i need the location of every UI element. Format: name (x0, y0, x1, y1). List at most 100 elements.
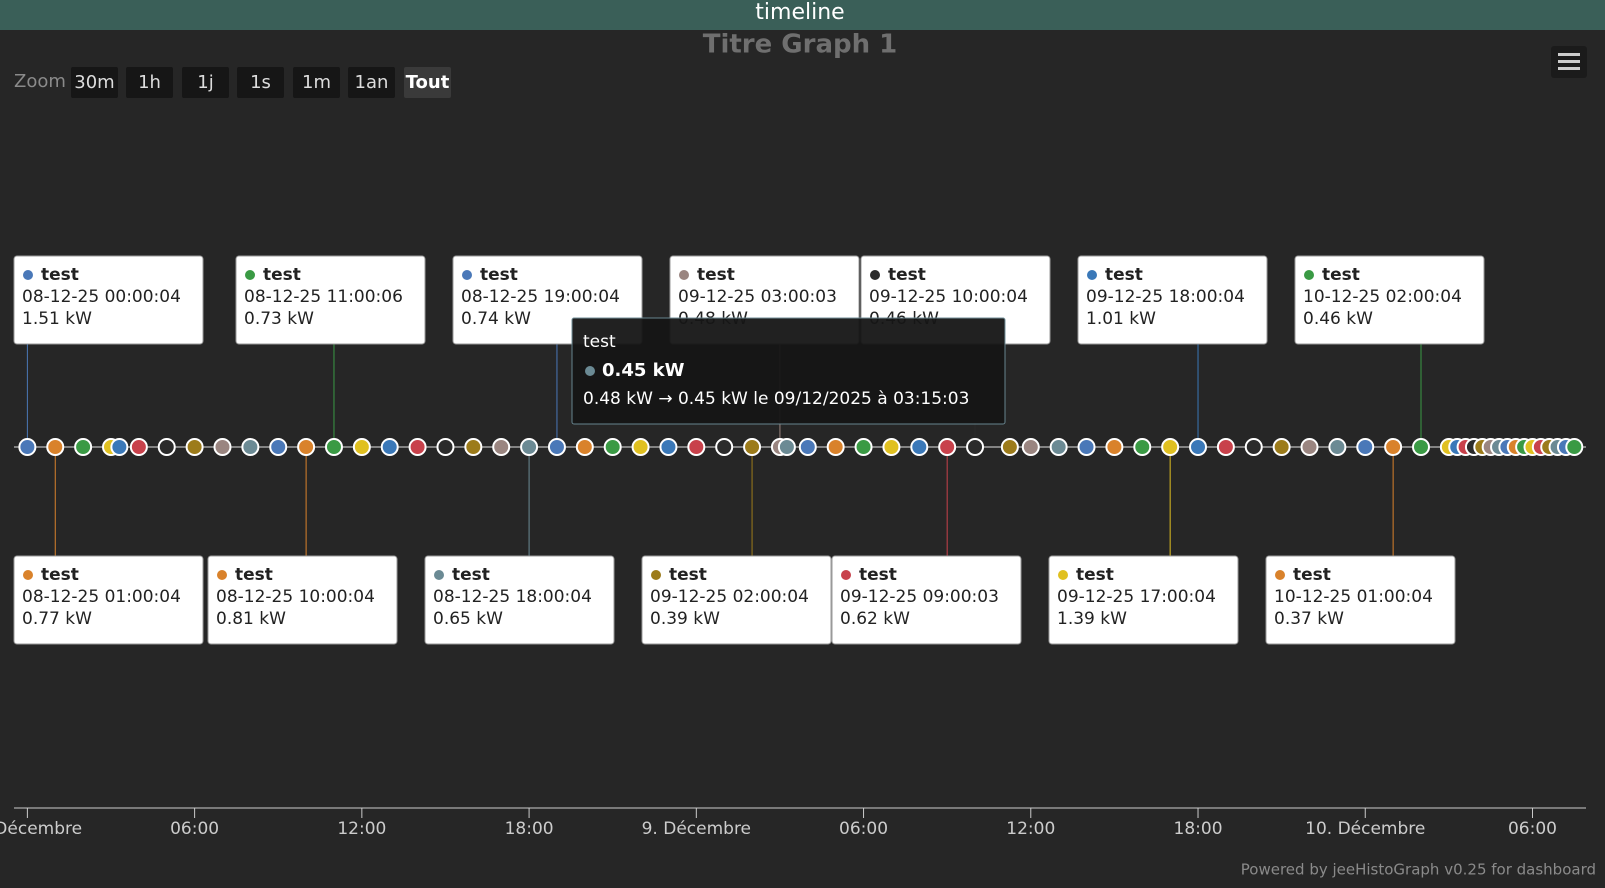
tooltip-value: 0.45 kW (602, 360, 685, 381)
data-label-name: test (859, 565, 897, 585)
x-tick-label: 06:00 (839, 819, 888, 839)
data-label-value: 0.65 kW (433, 609, 503, 629)
event-dot (74, 438, 93, 456)
data-label-value: 1.51 kW (22, 309, 92, 329)
data-label-name: test (697, 265, 735, 285)
legend-dot (1275, 570, 1285, 580)
legend-dot (23, 270, 33, 280)
x-tick-label: 06:00 (1508, 819, 1557, 839)
header-title: timeline (755, 0, 844, 25)
data-label-box (424, 555, 615, 645)
event-dot (1189, 438, 1208, 456)
data-label-date: 08-12-25 11:00:06 (244, 287, 403, 307)
event-dot (715, 438, 734, 456)
x-tick-label: 8. Décembre (0, 819, 82, 839)
event-dot (854, 438, 873, 456)
event-dot (1077, 438, 1096, 456)
event-dot (1105, 438, 1124, 456)
event-dot (631, 438, 650, 456)
event-dot (1411, 438, 1430, 456)
legend-dot (651, 570, 661, 580)
data-label-box (1265, 555, 1456, 645)
event-dot (436, 438, 455, 456)
data-label-name: test (235, 565, 273, 585)
zoom-button[interactable] (182, 67, 229, 98)
event-dot (241, 438, 260, 456)
event-dot (269, 438, 288, 456)
data-label-value: 1.39 kW (1057, 609, 1127, 629)
event-dot (1328, 438, 1347, 456)
zoom-button-label[interactable]: 1s (250, 72, 271, 93)
tooltip-box (571, 317, 1006, 425)
legend-dot (1304, 270, 1314, 280)
event-dot (938, 438, 957, 456)
data-label-date: 08-12-25 10:00:04 (216, 587, 375, 607)
data-label-box (641, 555, 832, 645)
zoom-button-label[interactable]: 1an (355, 72, 389, 93)
data-label-value: 0.37 kW (1274, 609, 1344, 629)
credits: Powered by jeeHistoGraph v0.25 for dashb… (1241, 861, 1596, 879)
legend-dot (841, 570, 851, 580)
event-dot (1565, 438, 1584, 456)
data-label-date: 10-12-25 02:00:04 (1303, 287, 1462, 307)
tooltip-text: 0.48 kW → 0.45 kW le 09/12/2025 à 03:15:… (583, 389, 969, 409)
event-dot (575, 438, 594, 456)
event-dot (46, 438, 65, 456)
chart-title: Titre Graph 1 (703, 30, 898, 60)
event-dot (1021, 438, 1040, 456)
header-bar (0, 0, 1605, 30)
zoom-button[interactable] (237, 67, 284, 98)
data-label-date: 09-12-25 09:00:03 (840, 587, 999, 607)
zoom-button[interactable] (293, 67, 340, 98)
zoom-button[interactable] (126, 67, 173, 98)
x-tick-label: 06:00 (170, 819, 219, 839)
data-label-value: 0.81 kW (216, 609, 286, 629)
event-dot (1216, 438, 1235, 456)
data-label-date: 09-12-25 10:00:04 (869, 287, 1028, 307)
data-label-name: test (669, 565, 707, 585)
data-label-name: test (1105, 265, 1143, 285)
legend-dot (245, 270, 255, 280)
data-label-name: test (452, 565, 490, 585)
x-tick-label: 18:00 (1174, 819, 1223, 839)
event-dot (1133, 438, 1152, 456)
data-label-box (1077, 255, 1268, 345)
zoom-label: Zoom (14, 71, 66, 92)
data-label-value: 0.39 kW (650, 609, 720, 629)
zoom-button-label[interactable]: 1m (302, 72, 331, 93)
data-label-date: 09-12-25 18:00:04 (1086, 287, 1245, 307)
zoom-button[interactable] (404, 67, 451, 98)
zoom-button[interactable] (348, 67, 395, 98)
legend-dot (1087, 270, 1097, 280)
legend-dot (870, 270, 880, 280)
event-dot (798, 438, 817, 456)
event-dot (408, 438, 427, 456)
zoom-button[interactable] (71, 67, 118, 98)
legend-dot (679, 270, 689, 280)
data-label-name: test (1076, 565, 1114, 585)
event-dot (185, 438, 204, 456)
zoom-button-label[interactable]: Tout (406, 72, 450, 93)
event-dot (1049, 438, 1068, 456)
data-label-value: 1.01 kW (1086, 309, 1156, 329)
event-dot (1300, 438, 1319, 456)
legend-dot (23, 570, 33, 580)
legend-dot (462, 270, 472, 280)
x-tick-label: 18:00 (505, 819, 554, 839)
x-tick-label: 10. Décembre (1305, 819, 1425, 839)
event-dot (352, 438, 371, 456)
event-dot (297, 438, 316, 456)
zoom-button-label[interactable]: 1j (197, 72, 213, 93)
event-dot (324, 438, 343, 456)
tooltip-title: test (583, 332, 616, 352)
x-tick-label: 12:00 (1006, 819, 1055, 839)
event-dot (464, 438, 483, 456)
event-dot (777, 438, 796, 456)
data-label-name: test (41, 565, 79, 585)
zoom-button-label[interactable]: 1h (138, 72, 161, 93)
zoom-button-label[interactable]: 30m (74, 72, 114, 93)
data-label-box (207, 555, 398, 645)
event-dot (547, 438, 566, 456)
menu-button[interactable] (1551, 46, 1587, 78)
